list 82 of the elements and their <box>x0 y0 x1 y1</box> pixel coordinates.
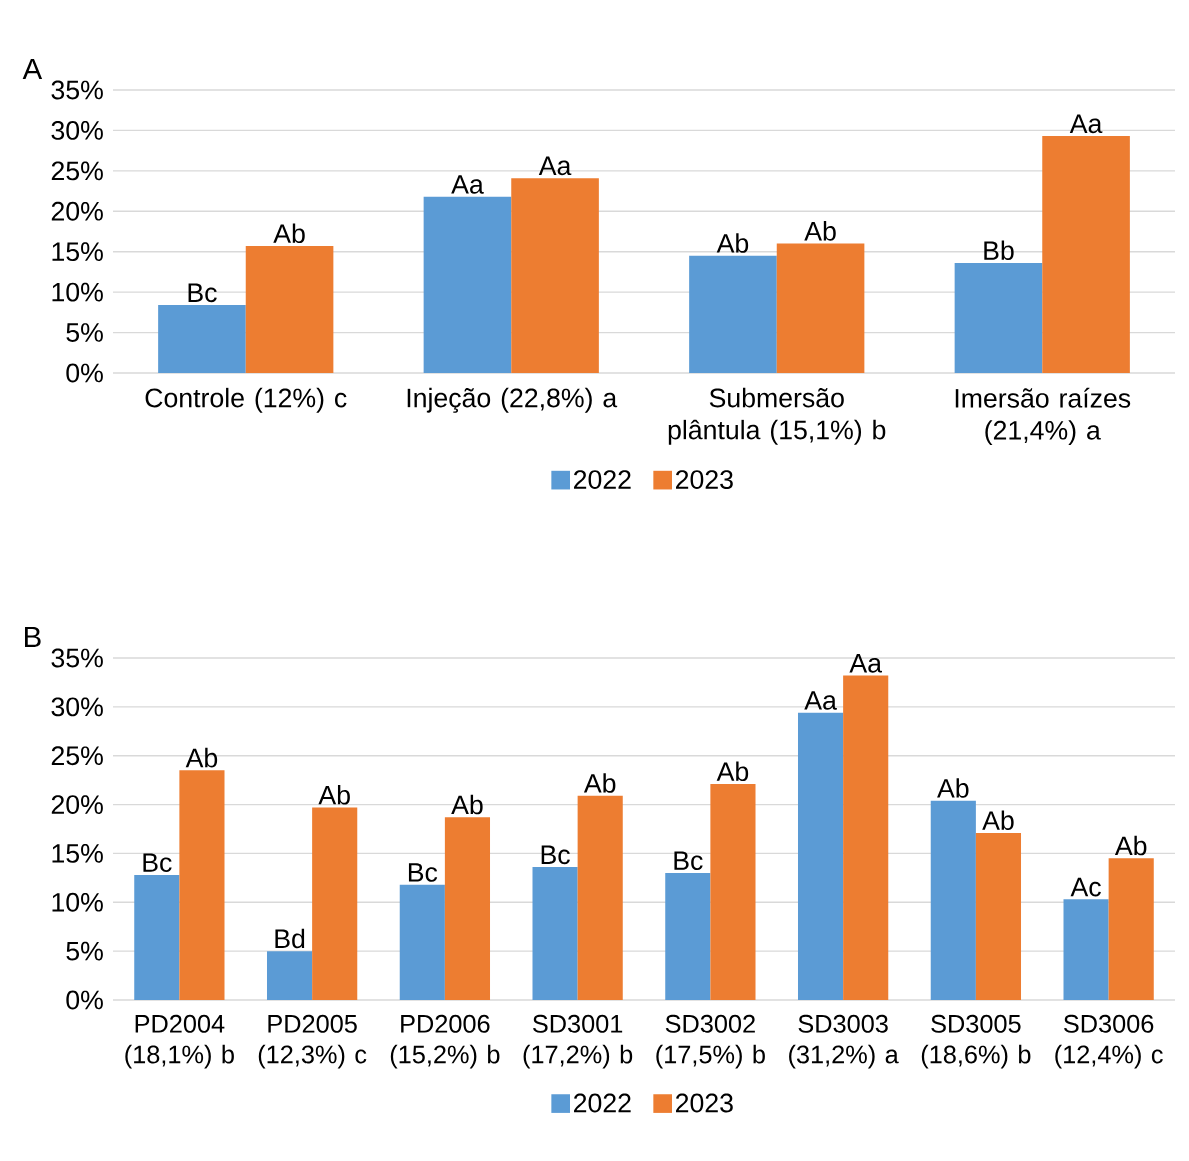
y-tick-label: 25% <box>51 161 103 181</box>
y-tick-label: 35% <box>51 648 103 668</box>
bar <box>158 305 246 373</box>
y-tick-label: 10% <box>52 282 103 302</box>
bar <box>776 243 865 373</box>
chart-title: B <box>25 626 41 648</box>
y-tick-label: 20% <box>51 201 103 221</box>
data-label: Ab <box>716 761 749 782</box>
legend-label: 2022 <box>574 1093 631 1113</box>
y-tick-label: 20% <box>51 795 103 814</box>
bar <box>930 800 976 1000</box>
y-tick-label: 30% <box>51 697 103 717</box>
x-tick-label: PD2006 (15,2%) b <box>390 1014 500 1069</box>
data-label: Bc <box>143 853 172 872</box>
data-label: Aa <box>849 654 882 673</box>
x-tick-label: SD3005 (18,6%) b <box>921 1014 1031 1069</box>
data-label: Bc <box>541 845 570 865</box>
data-label: Ab <box>451 794 483 815</box>
y-tick-label: 35% <box>51 80 103 100</box>
x-tick-label: PD2005 (12,3%) c <box>258 1014 367 1069</box>
bar <box>1042 136 1130 373</box>
x-tick-label: Injeção (22,8%) a <box>407 387 618 413</box>
bar <box>245 246 334 373</box>
bar <box>798 712 844 1000</box>
bar <box>1063 899 1109 1000</box>
x-tick-label: PD2004 (18,1%) b <box>125 1014 234 1069</box>
x-tick-label: Imersão raízes (21,4%) a <box>955 387 1131 445</box>
y-tick-label: 15% <box>52 844 103 863</box>
x-tick-label: Controle (12%) c <box>145 387 347 413</box>
bar <box>710 784 756 1000</box>
x-tick-label: Submersão plântula (15,1%) b <box>668 387 886 445</box>
bar <box>511 178 599 373</box>
x-tick-label: SD3001 (17,2%) b <box>523 1014 633 1069</box>
data-label: Bc <box>188 283 217 303</box>
x-tick-label: SD3006 (12,4%) c <box>1055 1014 1163 1069</box>
bar <box>1108 858 1154 1000</box>
data-label: Bc <box>674 851 703 871</box>
bar <box>843 675 889 1000</box>
bar <box>577 795 623 1000</box>
data-label: Ab <box>716 233 749 253</box>
y-tick-label: 25% <box>51 746 103 766</box>
y-tick-label: 30% <box>51 121 103 140</box>
data-label: Aa <box>451 175 484 194</box>
bar <box>444 817 491 1000</box>
data-label: Bd <box>275 928 305 949</box>
data-label: Ab <box>185 747 218 768</box>
bar <box>179 770 225 1000</box>
bar <box>312 807 358 1000</box>
data-label: Ac <box>1070 877 1101 897</box>
y-tick-label: 5% <box>66 323 103 342</box>
data-label: Bc <box>408 863 438 882</box>
data-label: Ab <box>318 784 350 805</box>
y-tick-label: 5% <box>66 941 103 961</box>
data-label: Aa <box>538 156 572 176</box>
data-label: Ab <box>937 778 969 798</box>
data-label: Ab <box>804 221 836 241</box>
y-tick-label: 0% <box>66 363 103 383</box>
data-label: Aa <box>804 691 837 710</box>
x-tick-label: SD3003 (31,2%) a <box>789 1014 899 1069</box>
data-label: Ab <box>1114 835 1147 856</box>
data-label: Ab <box>583 773 616 793</box>
bar <box>665 872 711 1000</box>
legend-label: 2023 <box>676 470 733 490</box>
bar <box>266 951 313 1000</box>
y-tick-label: 0% <box>66 990 103 1010</box>
bar <box>689 255 777 373</box>
y-tick-label: 10% <box>52 892 103 912</box>
data-label: Ab <box>273 223 305 244</box>
bar <box>134 874 180 1000</box>
bar <box>423 196 512 373</box>
data-label: Bb <box>984 240 1014 261</box>
legend-label: 2022 <box>574 470 631 490</box>
bar <box>954 263 1043 373</box>
legend-label: 2023 <box>676 1093 733 1113</box>
y-tick-label: 15% <box>52 242 103 262</box>
data-label: Ab <box>982 810 1014 830</box>
bar <box>975 832 1022 1000</box>
data-label: Aa <box>1069 114 1103 134</box>
x-tick-label: SD3002 (17,5%) b <box>656 1014 765 1069</box>
bar <box>399 884 445 1000</box>
chart-title: A <box>22 58 43 80</box>
bar <box>532 867 578 1000</box>
